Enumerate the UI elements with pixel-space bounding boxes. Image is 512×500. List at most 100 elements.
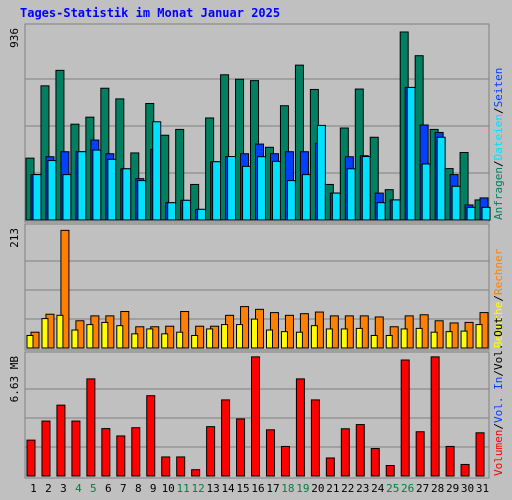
bar-besuche-day-20	[310, 325, 318, 349]
bar-volumen-day-13	[206, 426, 216, 477]
day-label-6: 6	[105, 482, 112, 495]
bar-rechner-day-11	[180, 311, 190, 349]
bar-volumen-day-28	[430, 356, 440, 477]
bar-anfragen-day-10	[160, 134, 170, 221]
scale-label-panel-2: 213	[8, 228, 21, 248]
bar-volumen-day-12	[191, 469, 201, 477]
day-label-2: 2	[45, 482, 52, 495]
day-label-3: 3	[60, 482, 67, 495]
bar-besuche-day-14	[221, 324, 229, 349]
bar-besuche-day-29	[445, 331, 453, 349]
bar-volumen-day-19	[295, 378, 305, 477]
bar-dateien-day-12	[197, 208, 207, 221]
bar-dateien-day-17	[271, 160, 281, 221]
bar-dateien-day-29	[451, 185, 461, 221]
bar-besuche-day-12	[191, 334, 199, 349]
bar-besuche-day-1	[26, 334, 34, 349]
day-label-15: 15	[236, 482, 249, 495]
bar-besuche-day-5	[86, 324, 94, 349]
bar-volumen-day-15	[236, 418, 246, 477]
legend-panel-2: Besuche/Rechner	[492, 248, 505, 348]
bar-volumen-day-22	[340, 428, 350, 477]
bar-besuche-day-25	[385, 334, 393, 349]
day-label-1: 1	[30, 482, 37, 495]
bar-anfragen-day-19	[294, 64, 304, 221]
day-label-5: 5	[90, 482, 97, 495]
bar-dateien-day-3	[62, 174, 72, 221]
legend-entry: Seiten	[492, 68, 505, 108]
bar-besuche-day-30	[460, 330, 468, 349]
bar-besuche-day-15	[236, 324, 244, 349]
bar-besuche-day-21	[325, 328, 333, 349]
bar-anfragen-day-14	[220, 74, 230, 221]
legend-entry: /	[492, 295, 505, 302]
bar-volumen-day-3	[56, 404, 66, 477]
bar-anfragen-day-7	[115, 98, 125, 221]
legend-entry: Vol. In	[492, 377, 505, 423]
day-label-22: 22	[341, 482, 354, 495]
bar-besuche-day-3	[56, 314, 64, 349]
chart-title: Tages-Statistik im Monat Januar 2025	[20, 6, 281, 20]
bar-dateien-day-13	[212, 161, 222, 221]
bar-dateien-day-6	[107, 158, 117, 221]
day-label-31: 31	[476, 482, 489, 495]
legend-entry: /	[492, 423, 505, 430]
bar-dateien-day-24	[376, 202, 386, 221]
bar-volumen-day-9	[146, 395, 156, 477]
bar-volumen-day-4	[71, 420, 81, 477]
bar-anfragen-day-12	[190, 183, 200, 221]
bar-dateien-day-5	[92, 149, 102, 221]
bar-dateien-day-19	[301, 174, 311, 221]
day-label-30: 30	[461, 482, 474, 495]
bar-volumen-day-20	[310, 399, 320, 477]
day-label-28: 28	[431, 482, 444, 495]
bar-volumen-day-24	[370, 448, 380, 477]
legend-panel-3: Volumen/Vol. In/Vol. Out	[492, 317, 505, 476]
bar-besuche-day-13	[206, 328, 214, 349]
bar-dateien-day-23	[361, 156, 371, 221]
bar-dateien-day-7	[122, 168, 132, 221]
day-label-16: 16	[251, 482, 264, 495]
bar-volumen-day-18	[280, 445, 290, 477]
bar-besuche-day-6	[101, 321, 109, 349]
day-label-14: 14	[221, 482, 235, 495]
day-label-21: 21	[326, 482, 339, 495]
bar-dateien-day-11	[182, 199, 192, 221]
bar-besuche-day-28	[430, 331, 438, 349]
bar-dateien-day-8	[137, 180, 147, 221]
bar-volumen-day-7	[116, 435, 126, 477]
bar-dateien-day-2	[47, 160, 57, 221]
bar-dateien-day-28	[436, 136, 446, 221]
bar-besuche-day-10	[161, 333, 169, 349]
bar-dateien-day-1	[32, 174, 42, 221]
day-label-12: 12	[192, 482, 205, 495]
bar-dateien-day-21	[331, 192, 341, 221]
legend-entry: /	[492, 160, 505, 167]
bar-anfragen-day-23	[354, 88, 364, 221]
bar-rechner-day-3	[60, 229, 70, 349]
scale-label-panel-3: 6.63 MB	[8, 356, 21, 403]
day-label-11: 11	[177, 482, 190, 495]
bar-rechner-day-19	[299, 313, 309, 349]
bar-volumen-day-23	[355, 424, 365, 477]
legend-entry: Besuche	[492, 302, 505, 348]
day-label-8: 8	[135, 482, 142, 495]
bar-volumen-day-5	[86, 378, 96, 477]
bar-volumen-day-11	[176, 456, 186, 477]
bar-anfragen-day-15	[235, 78, 245, 221]
bar-dateien-day-25	[391, 199, 401, 221]
day-label-9: 9	[150, 482, 157, 495]
day-label-7: 7	[120, 482, 127, 495]
day-label-13: 13	[206, 482, 219, 495]
legend-panel-1: Anfragen/Dateien/Seiten	[492, 68, 505, 220]
bar-besuche-day-24	[370, 334, 378, 349]
legend-entry: Volumen	[492, 430, 505, 476]
bar-volumen-day-2	[41, 420, 51, 477]
bar-dateien-day-9	[152, 121, 162, 221]
day-label-29: 29	[446, 482, 459, 495]
legend-entry: Rechner	[492, 248, 505, 295]
bar-besuche-day-31	[475, 324, 483, 349]
bar-besuche-day-19	[295, 331, 303, 349]
bar-besuche-day-17	[265, 329, 273, 349]
